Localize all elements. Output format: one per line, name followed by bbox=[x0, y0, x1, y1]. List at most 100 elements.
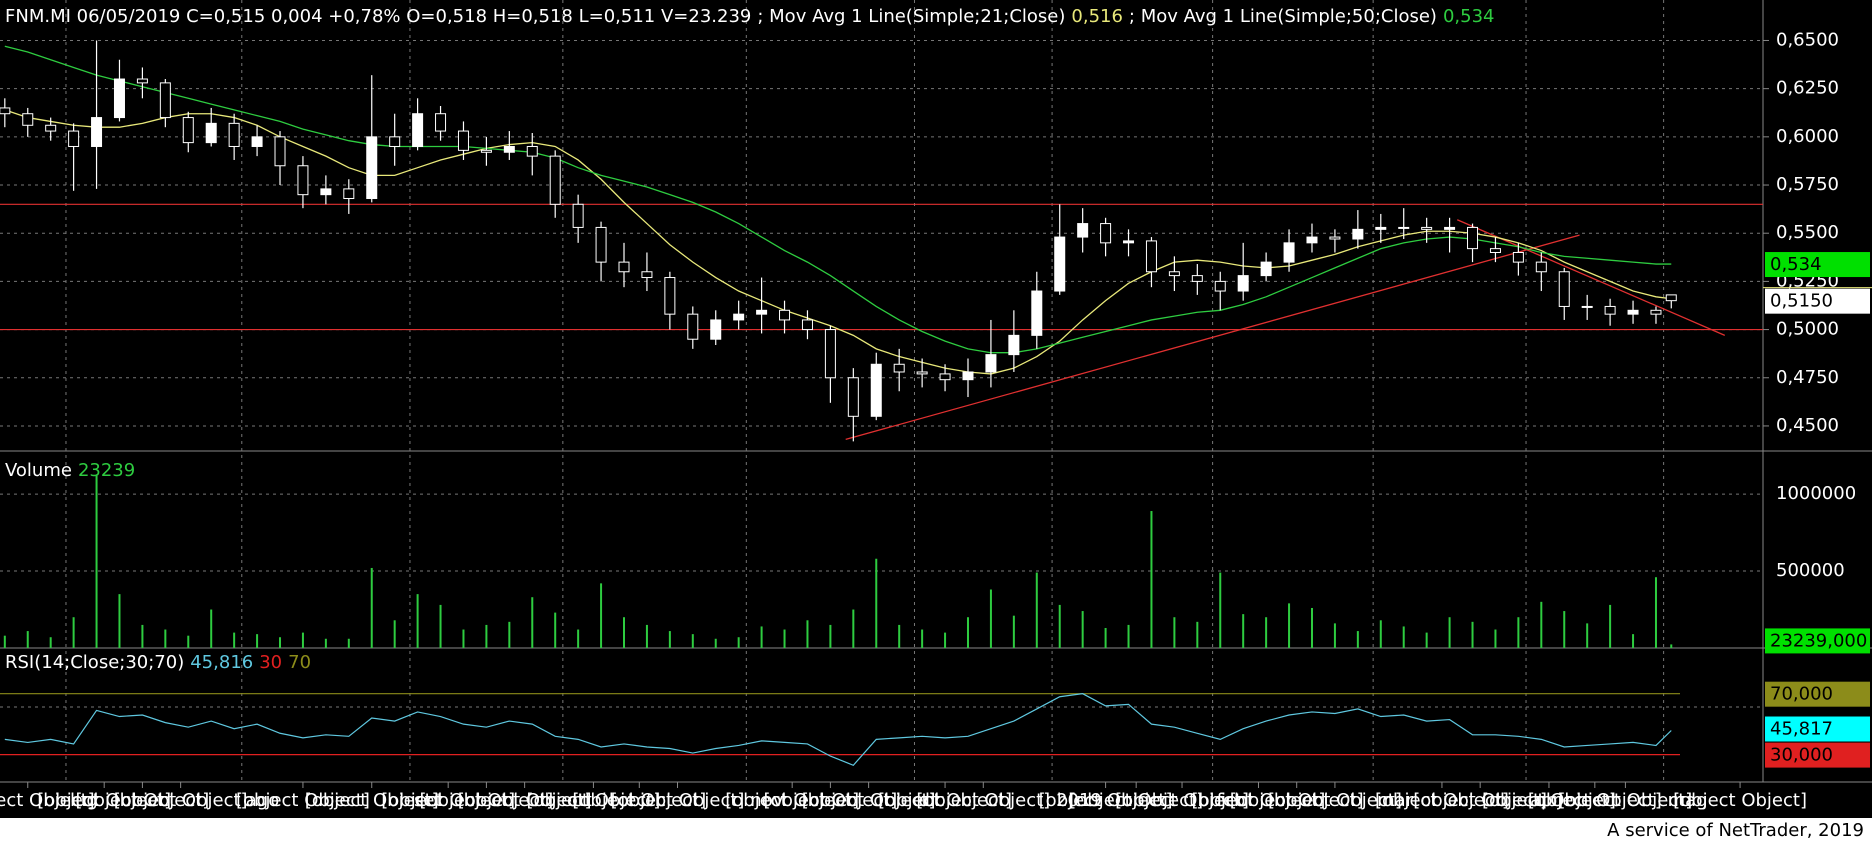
volume-bar bbox=[760, 626, 763, 648]
x-tick-label: [object Object] bbox=[458, 790, 592, 811]
footer: A service of NetTrader, 2019 bbox=[1607, 820, 1864, 841]
volume-bar bbox=[370, 567, 373, 648]
level-axis-label-box bbox=[1765, 681, 1870, 707]
background bbox=[0, 0, 1872, 818]
y-tick-label: 0,6500 bbox=[1776, 29, 1839, 50]
rsi-line bbox=[4, 693, 1672, 766]
header-text: FNM.MI 06/05/2019 C=0,515 0,004 +0,78% O… bbox=[5, 6, 751, 27]
x-tick-label: [object Object] bbox=[1528, 790, 1662, 811]
volume-bar bbox=[1127, 624, 1130, 648]
candle-body bbox=[526, 145, 538, 157]
header-text: ; Mov Avg 1 Line(Simple;50;Close) bbox=[1129, 6, 1437, 27]
candle-body bbox=[320, 188, 332, 196]
x-tick-label: [object Object] bbox=[526, 790, 660, 811]
x-tick-label: [object Object] bbox=[763, 790, 897, 811]
volume-bar bbox=[462, 629, 465, 648]
candle-body bbox=[1306, 236, 1318, 244]
volume-bar bbox=[1379, 620, 1382, 648]
volume-bar bbox=[944, 632, 947, 648]
candle-body bbox=[297, 165, 309, 196]
x-tick-label: [object Object] bbox=[1413, 790, 1547, 811]
x-tick-label: [object Object] bbox=[1039, 790, 1173, 811]
x-tick-label: [object Object] bbox=[878, 790, 1012, 811]
y-tick-label: 0,4750 bbox=[1776, 367, 1839, 388]
candle-body bbox=[1008, 334, 1020, 356]
moving-average bbox=[4, 45, 1672, 354]
volume-bar bbox=[714, 638, 717, 648]
volume-bar bbox=[1654, 577, 1657, 648]
x-tick-label: [object Object] bbox=[305, 790, 439, 811]
y-tick-label: 0,6250 bbox=[1776, 78, 1839, 99]
x-tick-label: nov bbox=[750, 790, 783, 811]
volume-bar bbox=[1402, 626, 1405, 648]
x-tick-label: [object Object] bbox=[1558, 790, 1692, 811]
volume-bar bbox=[1632, 634, 1635, 648]
volume-bar bbox=[95, 475, 98, 648]
rsi-axis-label: 45,817 bbox=[1770, 719, 1833, 740]
volume-bar bbox=[989, 589, 992, 648]
x-tick-label: [object Object] bbox=[1192, 790, 1326, 811]
volume-bar bbox=[324, 638, 327, 648]
volume-bar bbox=[49, 637, 52, 648]
rsi-axis-label-box bbox=[1765, 716, 1870, 742]
header-text: ; Mov Avg 1 Line(Simple;21;Close) bbox=[757, 6, 1065, 27]
x-tick-label: [object Object] bbox=[1268, 790, 1402, 811]
x-tick-label: [object Object] bbox=[381, 790, 515, 811]
x-tick-label: apr bbox=[1530, 790, 1560, 811]
x-tick-label: mag bbox=[1668, 790, 1708, 811]
volume-bar bbox=[1150, 511, 1153, 648]
header-text: 23239 bbox=[78, 460, 135, 481]
volume-bar bbox=[393, 620, 396, 648]
y-tick-label: 0,5750 bbox=[1776, 174, 1839, 195]
trend-line bbox=[845, 234, 1580, 441]
candle-body bbox=[1145, 240, 1157, 273]
volume-bar bbox=[737, 637, 740, 648]
volume-bar bbox=[508, 621, 511, 648]
x-tick-label: lug bbox=[70, 790, 98, 811]
volume-bar bbox=[1448, 617, 1451, 648]
volume-axis-label: 23239,000 bbox=[1770, 630, 1867, 651]
last-price-label-box bbox=[1765, 288, 1870, 314]
volume-bar bbox=[554, 612, 557, 648]
candle-body bbox=[756, 309, 768, 315]
x-tick-label: set bbox=[414, 790, 442, 811]
candle-body bbox=[45, 124, 57, 132]
x-tick-label: ago bbox=[246, 790, 279, 811]
candle-body bbox=[113, 78, 125, 119]
candle-body bbox=[412, 113, 424, 147]
x-tick-label: dic bbox=[918, 790, 944, 811]
volume-bar bbox=[72, 617, 75, 648]
volume-bar bbox=[187, 635, 190, 648]
volume-bar bbox=[1242, 614, 1245, 648]
volume-bar bbox=[1670, 644, 1673, 648]
candle-body bbox=[572, 203, 584, 228]
y-tick-label: 1000000 bbox=[1776, 483, 1856, 504]
ma-axis-label-box bbox=[1765, 252, 1870, 278]
volume-bar bbox=[806, 620, 809, 648]
candle-body bbox=[1214, 280, 1226, 292]
x-tick-label: [object Object] bbox=[37, 790, 171, 811]
candle-body bbox=[870, 363, 882, 417]
candle-body bbox=[1398, 226, 1410, 229]
volume-bar bbox=[1471, 621, 1474, 648]
volume-bar bbox=[210, 609, 213, 648]
panel-header: RSI(14;Close;30;70) 45,816 30 70 bbox=[5, 652, 311, 673]
last-price-label: 0,5150 bbox=[1770, 291, 1833, 312]
candle-body bbox=[687, 313, 699, 340]
header-text: 0,516 bbox=[1071, 6, 1123, 27]
candle-body bbox=[1352, 228, 1364, 240]
candle-body bbox=[549, 155, 561, 205]
candle-body bbox=[595, 226, 607, 263]
candle-body bbox=[435, 113, 447, 132]
volume-bar bbox=[1173, 617, 1176, 648]
volume-bar bbox=[26, 631, 29, 648]
candle-body bbox=[136, 78, 148, 84]
panel-header: Volume 23239 bbox=[5, 460, 135, 481]
volume-bar bbox=[1609, 604, 1612, 648]
volume-bar bbox=[1035, 572, 1038, 648]
volume-bar bbox=[1219, 572, 1222, 648]
x-tick-label: [object Object] bbox=[0, 790, 95, 811]
volume-bar bbox=[164, 629, 167, 648]
candle-body bbox=[893, 363, 905, 373]
